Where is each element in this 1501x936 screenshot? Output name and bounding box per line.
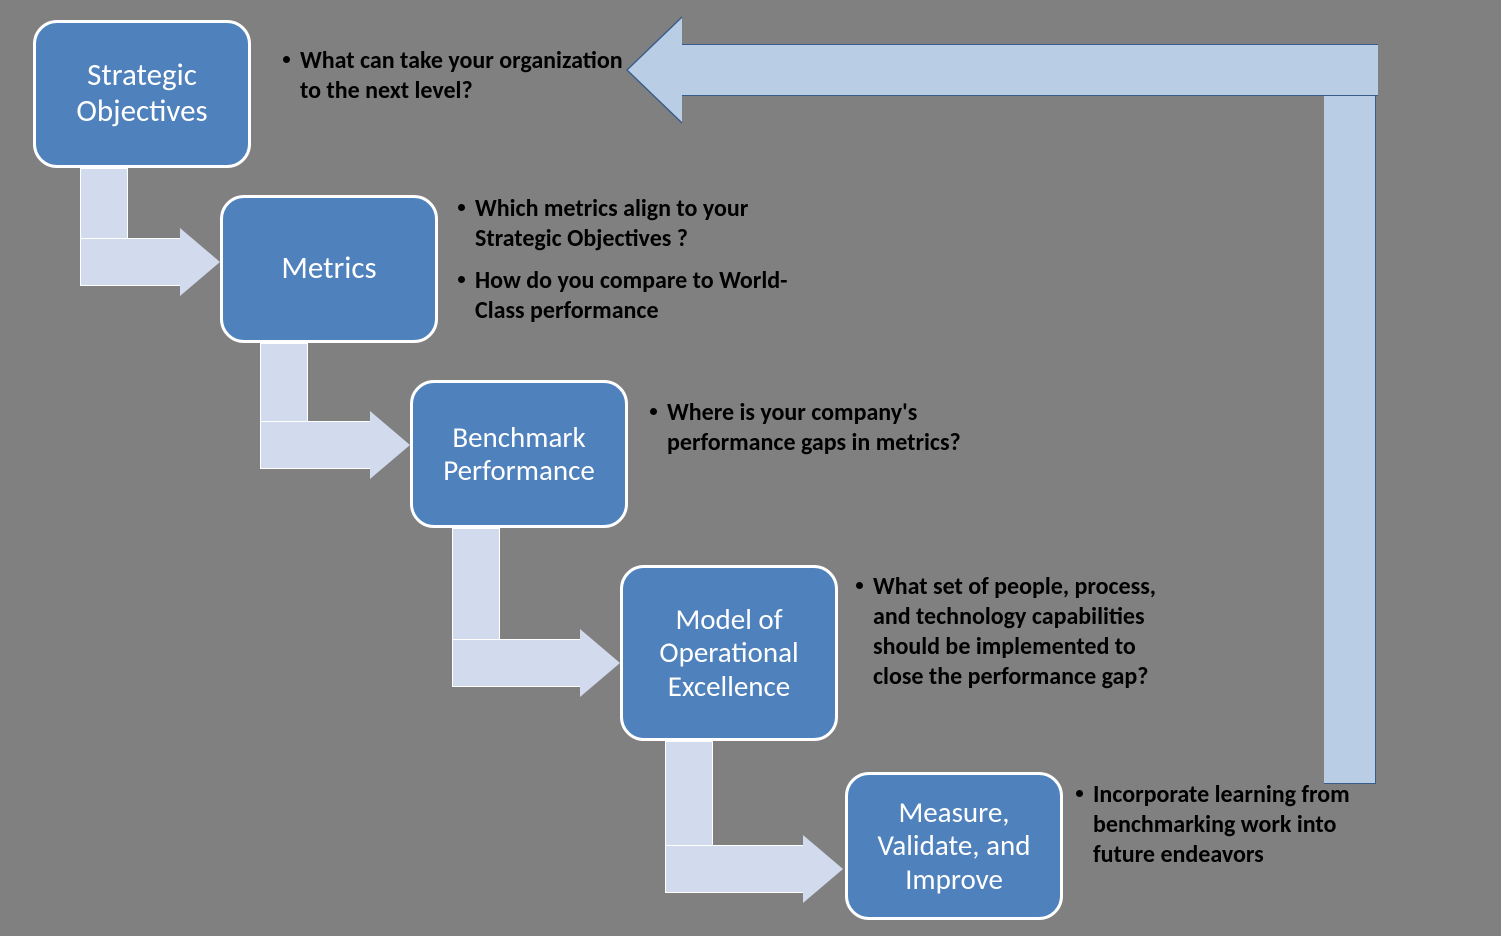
node-n2: Metrics xyxy=(220,195,438,343)
connector-arrow-horizontal xyxy=(260,421,374,469)
node-n4: Model of Operational Excellence xyxy=(620,565,838,741)
connector-arrow-horizontal xyxy=(80,238,184,286)
node-n1: Strategic Objectives xyxy=(33,20,251,168)
bullet-dot-icon xyxy=(458,204,465,211)
bullet-dot-icon xyxy=(1076,790,1083,797)
node-label: Metrics xyxy=(281,251,376,287)
bullet-item: What set of people, process, and technol… xyxy=(856,572,1176,692)
connector-arrow-horizontal xyxy=(452,639,584,687)
node-label: Measure, Validate, and Improve xyxy=(858,796,1050,896)
feedback-arrow-horizontal xyxy=(680,44,1378,96)
bullet-dot-icon xyxy=(458,276,465,283)
node-n5: Measure, Validate, and Improve xyxy=(845,772,1063,920)
bullet-text: What set of people, process, and technol… xyxy=(873,572,1176,692)
bullet-dot-icon xyxy=(283,56,290,63)
node-bullets-n3: Where is your company's performance gaps… xyxy=(650,398,990,470)
bullet-item: Which metrics align to your Strategic Ob… xyxy=(458,194,828,254)
bullet-text: How do you compare to World-Class perfor… xyxy=(475,266,828,326)
feedback-arrow-head xyxy=(628,18,682,122)
node-bullets-n5: Incorporate learning from benchmarking w… xyxy=(1076,780,1371,882)
connector-arrow-head xyxy=(180,228,220,296)
node-label: Strategic Objectives xyxy=(46,58,238,129)
bullet-item: How do you compare to World-Class perfor… xyxy=(458,266,828,326)
bullet-text: Where is your company's performance gaps… xyxy=(667,398,990,458)
bullet-item: Incorporate learning from benchmarking w… xyxy=(1076,780,1371,870)
node-bullets-n1: What can take your organization to the n… xyxy=(283,46,623,118)
bullet-item: Where is your company's performance gaps… xyxy=(650,398,990,458)
bullet-text: Which metrics align to your Strategic Ob… xyxy=(475,194,828,254)
node-label: Benchmark Performance xyxy=(423,421,615,488)
bullet-dot-icon xyxy=(650,408,657,415)
connector-arrow-head xyxy=(580,629,620,697)
connector-arrow-horizontal xyxy=(665,845,807,893)
bullet-dot-icon xyxy=(856,582,863,589)
connector-arrow-head xyxy=(803,835,843,903)
bullet-item: What can take your organization to the n… xyxy=(283,46,623,106)
node-bullets-n4: What set of people, process, and technol… xyxy=(856,572,1176,704)
feedback-arrow-vertical xyxy=(1324,44,1376,784)
node-bullets-n2: Which metrics align to your Strategic Ob… xyxy=(458,194,828,338)
bullet-text: Incorporate learning from benchmarking w… xyxy=(1093,780,1371,870)
bullet-text: What can take your organization to the n… xyxy=(300,46,623,106)
node-n3: Benchmark Performance xyxy=(410,380,628,528)
node-label: Model of Operational Excellence xyxy=(633,603,825,703)
connector-arrow-head xyxy=(370,411,410,479)
